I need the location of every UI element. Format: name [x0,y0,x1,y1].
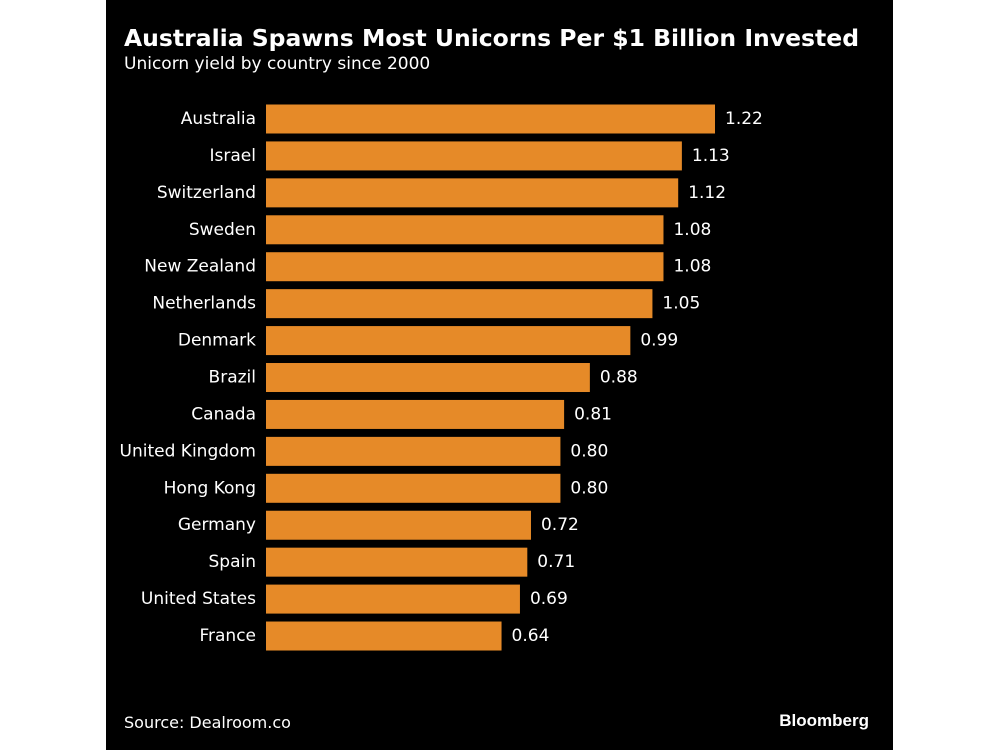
bar [266,289,653,319]
source-note: Source: Dealroom.co [124,713,291,732]
bloomberg-logo: Bloomberg [779,711,869,730]
value-label: 1.22 [725,109,763,129]
category-label: Denmark [178,331,256,351]
value-label: 0.88 [600,368,638,388]
category-label: France [199,626,256,646]
bar [266,621,502,651]
value-label: 0.80 [570,441,608,461]
value-label: 0.69 [530,589,568,609]
bar [266,510,531,540]
category-label: Canada [191,404,256,424]
bar [266,215,664,245]
value-label: 1.08 [673,220,711,240]
value-label: 1.13 [692,146,730,166]
bar [266,104,715,134]
value-label: 1.08 [673,257,711,277]
value-label: 0.81 [574,404,612,424]
category-label: Netherlands [152,294,256,314]
category-label: United Kingdom [120,441,256,461]
bar [266,326,631,356]
category-label: Sweden [189,220,256,240]
value-label: 0.99 [640,331,678,351]
value-label: 0.80 [570,478,608,498]
category-label: Germany [178,515,256,535]
bar [266,399,565,429]
bar-chart: Australia 1.22 Israel 1.13 Switzerland 1.12 Sw… [120,104,763,651]
category-label: Spain [209,552,257,572]
category-label: Israel [210,146,256,166]
category-label: Switzerland [157,183,256,203]
bar [266,252,664,282]
bar [266,363,590,393]
bar [266,473,561,503]
value-label: 0.72 [541,515,579,535]
value-label: 1.12 [688,183,726,203]
bar [266,436,561,466]
category-label: Brazil [209,368,256,388]
value-label: 1.05 [662,294,700,314]
value-label: 0.71 [537,552,575,572]
chart-subtitle: Unicorn yield by country since 2000 [124,54,431,74]
category-label: Hong Kong [164,478,256,498]
bar [266,584,520,614]
category-label: New Zealand [144,257,256,277]
bar [266,141,682,171]
value-label: 0.64 [512,626,550,646]
category-label: United States [141,589,256,609]
chart-title: Australia Spawns Most Unicorns Per $1 Bi… [124,24,860,52]
chart-panel: Australia Spawns Most Unicorns Per $1 Bi… [106,0,893,750]
category-label: Australia [181,109,256,129]
bar [266,547,528,577]
bar [266,178,679,208]
